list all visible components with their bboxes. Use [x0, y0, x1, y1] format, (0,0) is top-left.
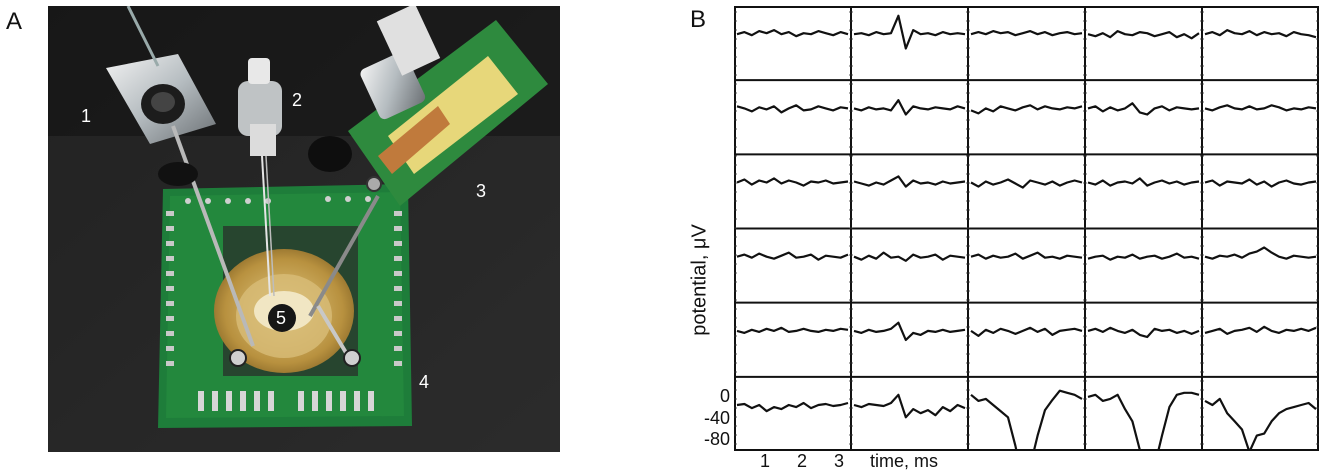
trace-r4-c2 — [853, 251, 966, 262]
trace-r5-c1 — [736, 326, 849, 334]
x-tick-2: 2 — [797, 451, 808, 471]
trace-r3-c4 — [1087, 177, 1200, 187]
trace-r3-c1 — [736, 177, 849, 187]
trace-r5-c3 — [970, 326, 1083, 337]
x-tick-1: 1 — [760, 451, 771, 471]
electrode-holder-2 — [238, 58, 282, 297]
panel-b-trace-grid — [734, 6, 1319, 451]
trace-r5-c5 — [1204, 325, 1317, 335]
pcb-pins-right — [394, 211, 402, 366]
trace-r4-c4 — [1087, 252, 1200, 261]
pcb-pins-left — [166, 211, 174, 366]
trace-r6-c1 — [736, 401, 849, 413]
label-1: 1 — [81, 106, 91, 126]
y-tick-minus40: -40 — [703, 408, 730, 428]
y-axis-label: potential, μV — [688, 224, 711, 336]
trace-r5-c4 — [1087, 326, 1200, 339]
trace-r1-c4 — [1087, 30, 1200, 40]
trace-r1-c2 — [853, 14, 966, 50]
label-3: 3 — [476, 181, 486, 201]
trace-r1-c5 — [1204, 29, 1317, 39]
y-tick-0: 0 — [719, 386, 730, 406]
photo-labels: 1 2 3 4 5 — [81, 90, 486, 392]
trace-r4-c1 — [736, 251, 849, 261]
trace-r2-c2 — [853, 99, 966, 116]
trace-r2-c4 — [1087, 102, 1200, 116]
trace-r6-c3 — [970, 389, 1083, 451]
electrode-holder-1 — [106, 6, 255, 367]
panel-a-photo: 1 2 3 4 5 — [48, 6, 560, 452]
trace-r6-c2 — [853, 393, 966, 419]
panel-b-letter: B — [690, 6, 707, 33]
trace-r3-c5 — [1204, 178, 1317, 188]
electrode-holder-3 — [308, 6, 548, 367]
trace-r2-c1 — [736, 104, 849, 114]
trace-r5-c2 — [853, 321, 966, 342]
label-5: 5 — [276, 308, 286, 328]
trace-r4-c3 — [970, 251, 1083, 260]
y-tick-minus80: -80 — [703, 429, 730, 449]
trace-r1-c1 — [736, 29, 849, 38]
trace-r1-c3 — [970, 30, 1083, 37]
trace-r4-c5 — [1204, 246, 1317, 260]
x-tick-3: 3 — [834, 451, 845, 471]
label-2: 2 — [292, 90, 302, 110]
pcb-pins-bottom — [198, 391, 374, 411]
trace-r2-c3 — [970, 104, 1083, 115]
x-axis-label: time, ms — [870, 451, 939, 471]
trace-r6-c4 — [1087, 391, 1200, 451]
trace-r3-c3 — [970, 178, 1083, 189]
trace-r3-c2 — [853, 175, 966, 188]
recording-site — [268, 304, 296, 332]
label-4: 4 — [419, 372, 429, 392]
trace-r6-c5 — [1204, 397, 1317, 451]
panel-a-letter: A — [6, 8, 23, 35]
trace-r2-c5 — [1204, 104, 1317, 112]
